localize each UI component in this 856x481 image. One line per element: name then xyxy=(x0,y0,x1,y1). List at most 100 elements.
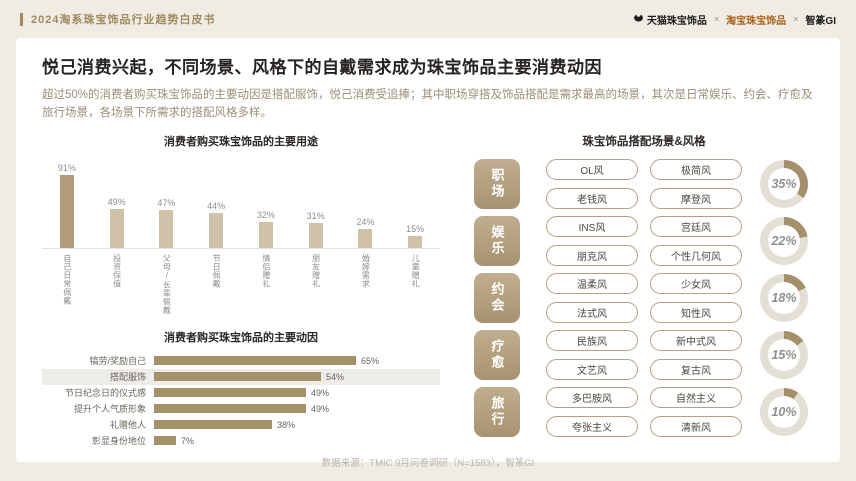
bar xyxy=(209,212,224,248)
scene-donut-chart: 22% xyxy=(760,216,808,265)
scene-donut-wrap: 10% xyxy=(760,387,808,436)
bar-value-label: 44% xyxy=(207,200,226,211)
style-pill: 知性风 xyxy=(650,301,742,323)
bar xyxy=(358,228,373,248)
page: 2024淘系珠宝饰品行业趋势白皮书 天猫珠宝饰品 × 淘宝珠宝饰品 × 智篆GI… xyxy=(16,12,840,469)
hbar-category-label: 搭配服饰 xyxy=(109,372,146,383)
usage-bar-chart: 消费者购买珠宝饰品的主要用途 91% 49% 47% 44% 32% 31% 24% 15% … xyxy=(42,133,440,316)
scene-donut-wrap: 18% xyxy=(760,273,808,322)
style-pill: 自然主义 xyxy=(650,386,742,408)
style-pill: 文艺风 xyxy=(546,358,638,380)
hbar xyxy=(154,388,306,398)
donut-percent-label: 15% xyxy=(771,347,797,362)
scene-donut-chart: 35% xyxy=(760,159,808,208)
bar-value-label: 32% xyxy=(256,209,275,220)
scene-rows: 职场 OL风 极简风 老钱风 摩登风 35% 娱乐 INS风 宫廷风 朋克风 个性几何风 22% 约会温… xyxy=(474,158,814,437)
bar-category-label: 情侣赠礼 xyxy=(261,253,271,288)
hbar xyxy=(154,404,306,414)
motivation-chart-title: 消费者购买珠宝饰品的主要动因 xyxy=(164,331,318,344)
bar-category-label: 节日佩戴 xyxy=(212,253,222,288)
hbar-category-label: 彰显身份地位 xyxy=(91,436,146,447)
hbar-category-label: 礼赠他人 xyxy=(109,420,146,431)
scene-row: 旅行 多巴胺风 自然主义 夸张主义 清新风 10% xyxy=(474,386,814,437)
style-pill: 温柔风 xyxy=(546,272,638,294)
scene-label: 职场 xyxy=(474,158,520,209)
bar-value-label: 49% xyxy=(107,196,126,207)
style-pill: 复古风 xyxy=(650,358,742,380)
brand-logos: 天猫珠宝饰品 × 淘宝珠宝饰品 × 智篆GI xyxy=(633,12,836,27)
hbar xyxy=(154,356,356,366)
logo-separator: × xyxy=(793,14,799,24)
motivation-chart-plot: 犒劳/奖励自己 65% 搭配服饰 54% 节日纪念日的仪式感 49% 提升个人气质形象 49%… xyxy=(42,353,440,449)
bar-value-label: 91% xyxy=(57,162,76,173)
hbar xyxy=(154,436,176,446)
style-pill-grid: 多巴胺风 自然主义 夸张主义 清新风 xyxy=(546,386,742,437)
style-pill: 朋克风 xyxy=(546,244,638,266)
bar-category-label: 投资保值 xyxy=(112,253,122,288)
hbar-category-label: 节日纪念日的仪式感 xyxy=(64,388,146,399)
scene-donut-wrap: 35% xyxy=(760,159,808,208)
hbar-row: 犒劳/奖励自己 65% xyxy=(42,353,440,369)
bar-value-label: 24% xyxy=(356,216,375,227)
style-pill: 少女风 xyxy=(650,272,742,294)
scene-label: 娱乐 xyxy=(474,215,520,266)
style-pill: 摩登风 xyxy=(650,187,742,209)
scene-row: 疗愈 民族风 新中式风 文艺风 复古风 15% xyxy=(474,329,814,380)
hbar-row: 搭配服饰 54% xyxy=(42,368,440,385)
bar xyxy=(258,221,273,248)
scene-style-panel: 珠宝饰品搭配场景&风格 职场 OL风 极简风 老钱风 摩登风 35% 娱乐 INS风 宫廷风 朋克… xyxy=(440,133,814,449)
bar-column: 49% xyxy=(92,197,142,248)
charts-column: 消费者购买珠宝饰品的主要用途 91% 49% 47% 44% 32% 31% 24% 15% … xyxy=(42,133,440,449)
bar-category-label: 婚嫁需求 xyxy=(361,253,371,288)
style-pill: INS风 xyxy=(546,215,638,237)
bar-column: 91% xyxy=(42,163,92,248)
usage-chart-plot: 91% 49% 47% 44% 32% 31% 24% 15% xyxy=(42,157,440,249)
data-source-note: 数据来源：TMIC 9月问卷调研（N=1583），智篆GI xyxy=(321,457,535,469)
style-pill: 宫廷风 xyxy=(650,215,742,237)
bar-column: 47% xyxy=(142,198,192,248)
bar xyxy=(159,209,174,248)
style-pill: 多巴胺风 xyxy=(546,386,638,408)
hbar xyxy=(154,420,272,430)
scene-donut-chart: 18% xyxy=(760,273,808,322)
scene-donut-chart: 10% xyxy=(760,387,808,436)
bar-value-label: 15% xyxy=(406,223,425,234)
hbar-value-label: 7% xyxy=(181,435,195,446)
scene-label: 约会 xyxy=(474,272,520,323)
bar-column: 44% xyxy=(191,201,241,248)
hbar-category-label: 提升个人气质形象 xyxy=(73,404,146,415)
donut-percent-label: 35% xyxy=(771,176,797,191)
motivation-bar-chart: 消费者购买珠宝饰品的主要动因 犒劳/奖励自己 65% 搭配服饰 54% 节日纪念日的仪式… xyxy=(42,329,440,449)
donut-percent-label: 18% xyxy=(771,290,797,305)
tmall-logo: 天猫珠宝饰品 xyxy=(633,12,707,27)
bar-column: 31% xyxy=(291,211,341,248)
scene-row: 职场 OL风 极简风 老钱风 摩登风 35% xyxy=(474,158,814,209)
hbar-row: 彰显身份地位 7% xyxy=(42,433,440,449)
style-pill: 极简风 xyxy=(650,158,742,180)
bar-column: 15% xyxy=(390,224,440,248)
bar xyxy=(59,174,74,248)
bar-column: 24% xyxy=(341,217,391,248)
taobao-logo: 淘宝珠宝饰品 xyxy=(726,15,787,27)
donut-percent-label: 10% xyxy=(771,404,797,419)
usage-chart-categories: 自己日常佩戴 投资保值 父母/长辈佩戴 节日佩戴 情侣赠礼 朋友赠礼 婚嫁需求 儿童赠礼 xyxy=(42,254,440,316)
hbar-row: 礼赠他人 38% xyxy=(42,417,440,433)
bar xyxy=(308,222,323,248)
logo-separator: × xyxy=(713,14,720,24)
style-pill: 夸张主义 xyxy=(546,415,638,437)
slide-subtitle: 超过50%的消费者购买珠宝饰品的主要动因是搭配服饰，悦己消费受追捧；其中职场穿搭… xyxy=(42,89,813,120)
style-pill: 法式风 xyxy=(546,301,638,323)
report-title: 2024淘系珠宝饰品行业趋势白皮书 xyxy=(31,14,216,26)
bar-value-label: 47% xyxy=(157,197,176,208)
hbar-value-label: 49% xyxy=(311,387,330,398)
donut-percent-label: 22% xyxy=(771,233,797,248)
hbar-row: 提升个人气质形象 49% xyxy=(42,401,440,417)
tmall-cat-icon xyxy=(633,14,643,22)
style-pill: 个性几何风 xyxy=(650,244,742,266)
content-card: 悦己消费兴起，不同场景、风格下的自戴需求成为珠宝饰品主要消费动因 超过50%的消… xyxy=(16,38,840,469)
hbar-value-label: 49% xyxy=(311,403,330,414)
zhizhuan-logo: 智篆GI xyxy=(805,15,836,27)
hbar-value-label: 38% xyxy=(277,419,296,430)
scene-label: 疗愈 xyxy=(474,329,520,380)
style-pill-grid: 温柔风 少女风 法式风 知性风 xyxy=(546,272,742,323)
